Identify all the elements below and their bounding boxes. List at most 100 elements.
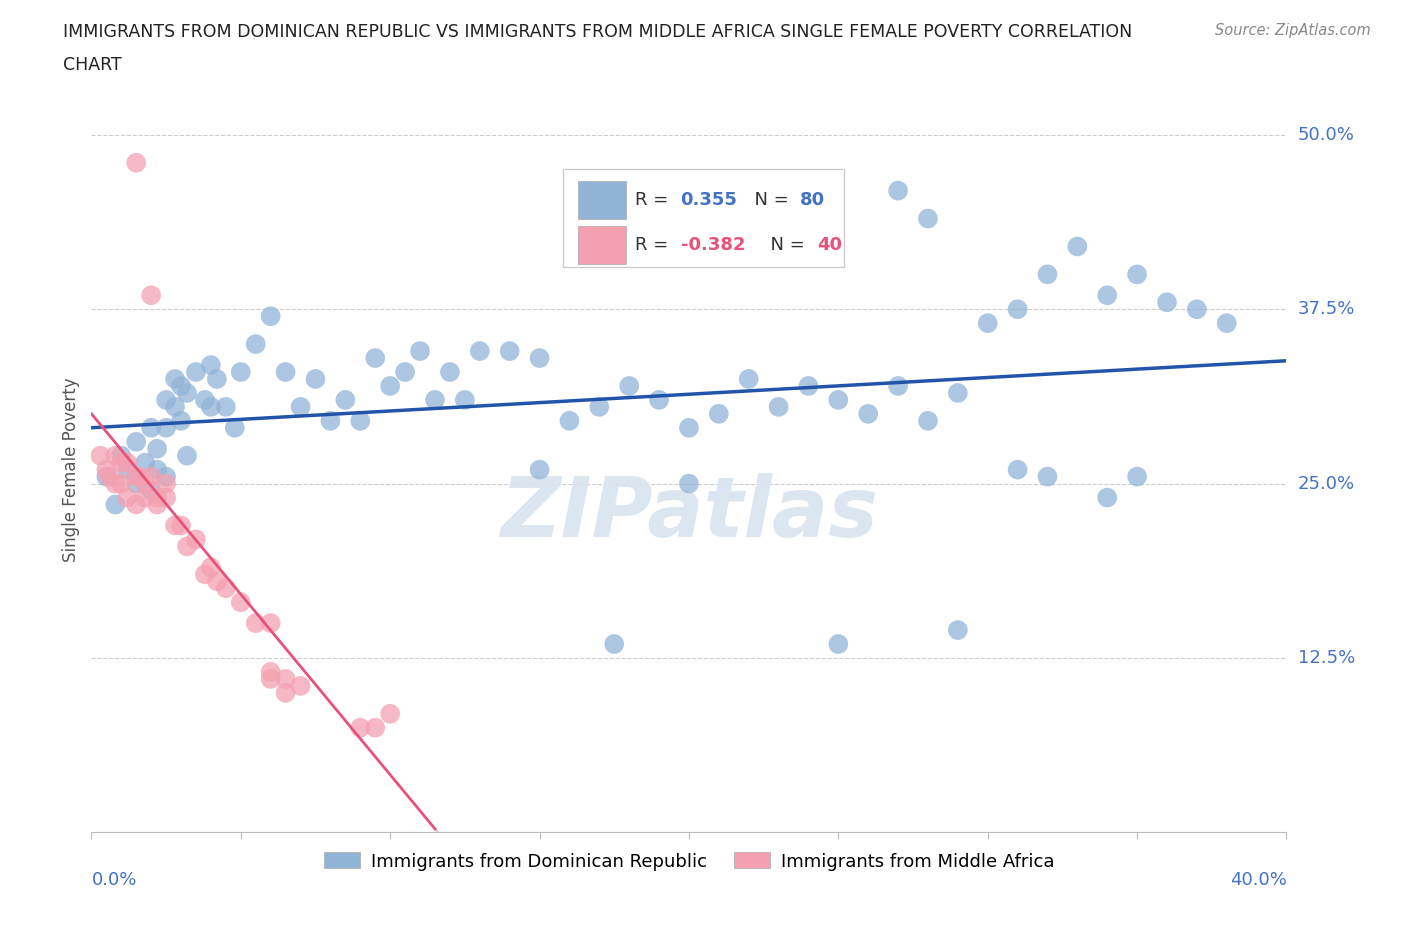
- Point: [259, 309, 281, 324]
- Text: -0.382: -0.382: [681, 236, 745, 254]
- Point: [205, 574, 228, 589]
- Text: R =: R =: [636, 236, 673, 254]
- Point: [707, 406, 730, 421]
- Text: ZIPatlas: ZIPatlas: [501, 472, 877, 553]
- Point: [176, 539, 198, 554]
- Y-axis label: Single Female Poverty: Single Female Poverty: [62, 378, 80, 562]
- Point: [364, 721, 387, 736]
- Point: [170, 379, 193, 393]
- Point: [827, 392, 849, 407]
- Text: 40.0%: 40.0%: [1230, 871, 1286, 889]
- Point: [215, 400, 238, 415]
- Point: [619, 379, 641, 393]
- Point: [1156, 295, 1178, 310]
- Text: R =: R =: [636, 191, 673, 209]
- Point: [335, 392, 357, 407]
- Point: [648, 392, 671, 407]
- Point: [917, 414, 939, 429]
- Point: [439, 365, 461, 379]
- Point: [229, 365, 252, 379]
- Text: 0.355: 0.355: [681, 191, 738, 209]
- Point: [946, 623, 969, 638]
- Point: [215, 580, 238, 596]
- Point: [155, 490, 177, 505]
- Text: N =: N =: [742, 191, 794, 209]
- Point: [380, 379, 402, 393]
- Point: [125, 470, 148, 485]
- Point: [1007, 462, 1029, 477]
- Point: [319, 414, 342, 429]
- Point: [200, 400, 222, 415]
- Point: [558, 414, 581, 429]
- Point: [259, 671, 281, 686]
- Point: [176, 448, 198, 463]
- Point: [141, 420, 163, 435]
- Point: [194, 392, 217, 407]
- Point: [1097, 490, 1119, 505]
- Point: [1126, 267, 1149, 282]
- Legend: Immigrants from Dominican Republic, Immigrants from Middle Africa: Immigrants from Dominican Republic, Immi…: [316, 845, 1062, 878]
- Point: [110, 476, 132, 491]
- FancyBboxPatch shape: [564, 168, 844, 267]
- Point: [176, 386, 198, 401]
- Point: [768, 400, 790, 415]
- Point: [245, 616, 267, 631]
- Point: [125, 434, 148, 449]
- Point: [146, 490, 169, 505]
- Text: 37.5%: 37.5%: [1298, 300, 1355, 318]
- Point: [1185, 302, 1208, 317]
- Point: [141, 288, 163, 303]
- Point: [229, 595, 252, 610]
- Text: N =: N =: [759, 236, 811, 254]
- Point: [155, 392, 177, 407]
- Point: [125, 498, 148, 512]
- Point: [887, 183, 910, 198]
- Text: 40: 40: [817, 236, 842, 254]
- Point: [146, 442, 169, 457]
- Point: [1036, 267, 1059, 282]
- Text: CHART: CHART: [63, 56, 122, 73]
- Point: [200, 358, 222, 373]
- Point: [468, 344, 491, 359]
- Point: [394, 365, 416, 379]
- Point: [1126, 470, 1149, 485]
- Point: [603, 637, 626, 652]
- Point: [274, 365, 297, 379]
- Point: [259, 616, 281, 631]
- Text: 50.0%: 50.0%: [1298, 126, 1354, 144]
- Point: [976, 316, 998, 331]
- Point: [1007, 302, 1029, 317]
- Point: [205, 372, 228, 387]
- Point: [290, 400, 312, 415]
- Point: [224, 420, 246, 435]
- Point: [423, 392, 446, 407]
- Point: [170, 414, 193, 429]
- Point: [96, 470, 118, 485]
- Bar: [578, 181, 626, 219]
- Text: IMMIGRANTS FROM DOMINICAN REPUBLIC VS IMMIGRANTS FROM MIDDLE AFRICA SINGLE FEMAL: IMMIGRANTS FROM DOMINICAN REPUBLIC VS IM…: [63, 23, 1132, 41]
- Point: [89, 448, 111, 463]
- Point: [104, 476, 127, 491]
- Point: [141, 484, 163, 498]
- Point: [134, 490, 156, 505]
- Point: [200, 560, 222, 575]
- Point: [115, 462, 138, 477]
- Point: [125, 476, 148, 491]
- Point: [499, 344, 522, 359]
- Point: [1216, 316, 1239, 331]
- Point: [946, 386, 969, 401]
- Text: 12.5%: 12.5%: [1298, 649, 1355, 667]
- Point: [194, 567, 217, 582]
- Point: [163, 372, 186, 387]
- Point: [349, 414, 371, 429]
- Point: [1097, 288, 1119, 303]
- Point: [184, 365, 207, 379]
- Point: [274, 685, 297, 700]
- Point: [380, 707, 402, 722]
- Point: [146, 462, 169, 477]
- Point: [134, 476, 156, 491]
- Point: [678, 476, 700, 491]
- Point: [141, 470, 163, 485]
- Point: [588, 400, 610, 415]
- Point: [349, 721, 371, 736]
